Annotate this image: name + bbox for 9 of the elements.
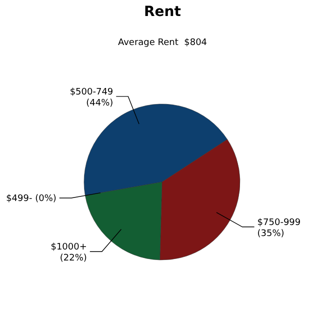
slice-label: $750-999 (257, 218, 301, 228)
slice-label: $500-749 (70, 87, 114, 98)
data-label: (35%) (257, 228, 284, 239)
data-label: (44%) (86, 98, 114, 108)
chart-subtitle: Average Rent $804 (118, 38, 208, 48)
chart-title: Rent (144, 4, 182, 20)
legend-label: $499- (0%) (6, 194, 56, 204)
slice-label: $1000+ (50, 242, 87, 253)
data-label: (22%) (60, 254, 87, 264)
